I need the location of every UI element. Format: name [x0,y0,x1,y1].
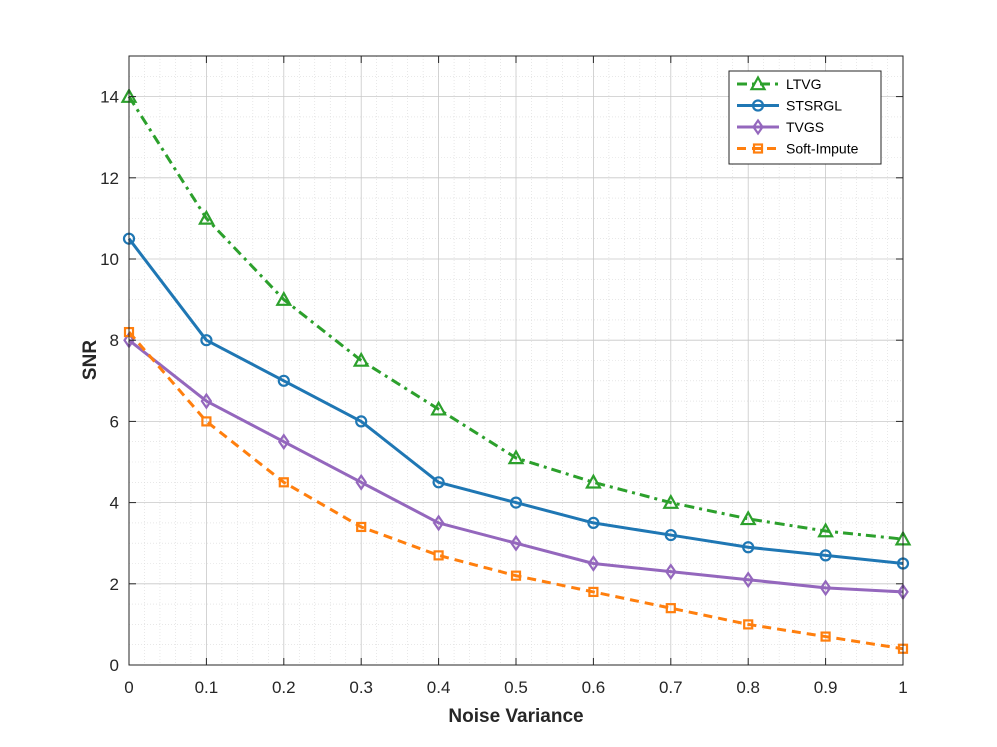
data-point-soft-impute [201,416,212,427]
x-tick-label: 1 [898,678,907,697]
y-tick-label: 10 [100,250,119,269]
legend-marker-ltvg [749,75,767,91]
data-point-tvgs [742,571,755,589]
y-tick-label: 6 [110,412,119,431]
data-point-stsrgl [819,549,832,562]
data-point-stsrgl [664,528,677,542]
x-tick-label: 0 [124,678,133,697]
series-line-ltvg [127,95,904,541]
legend-item-ltvg: LTVG [737,75,822,92]
x-tick-label: 0.7 [659,678,683,697]
data-point-ltvg [352,351,370,367]
data-point-soft-impute [743,619,754,630]
series-line-stsrgl [127,237,904,565]
x-tick-label: 0.8 [736,678,760,697]
x-tick-label: 0.9 [814,678,838,697]
data-point-stsrgl [432,476,445,489]
legend-label-ltvg: LTVG [786,76,822,92]
data-point-tvgs [432,514,445,532]
data-point-tvgs [819,579,832,597]
ticks [128,56,904,666]
data-point-ltvg [430,400,447,416]
data-point-soft-impute [820,631,831,642]
series-line-tvgs [128,339,904,594]
legend-item-stsrgl: STSRGL [737,98,842,114]
x-axis-title: Noise Variance [448,706,583,727]
data-point-ltvg [585,473,602,489]
data-point-stsrgl [587,516,600,530]
x-tick-label: 0.5 [504,678,528,697]
x-tick-label: 0.6 [582,678,606,697]
data-point-ltvg [662,493,680,509]
data-point-ltvg [275,290,293,306]
y-tick-label: 12 [100,169,119,188]
series-tvgs [123,331,909,601]
data-point-ltvg [507,449,525,465]
series-line-soft-impute [127,331,904,651]
data-point-tvgs [355,473,368,491]
y-tick-labels: 0 2 4 6 8 10 12 14 [100,88,119,675]
data-point-stsrgl [509,496,523,509]
data-point-tvgs [510,534,522,552]
x-tick-label: 0.3 [349,678,373,697]
data-point-soft-impute [356,521,367,533]
legend-marker-soft-impute [752,143,764,154]
data-point-stsrgl [200,334,213,347]
legend-label-soft-impute: Soft-Impute [786,141,859,157]
data-point-ltvg [198,209,215,225]
data-point-stsrgl [742,541,755,554]
y-tick-label: 8 [110,331,119,350]
y-tick-label: 4 [110,494,119,513]
y-tick-label: 0 [110,656,119,675]
legend: LTVG STSRGL TVGS Soft-Impute [728,70,882,165]
legend-label-tvgs: TVGS [786,119,824,135]
series-layer [120,87,912,654]
data-point-soft-impute [665,603,676,614]
x-tick-label: 0.2 [272,678,296,697]
data-point-tvgs [200,392,213,410]
data-point-tvgs [664,563,677,581]
data-point-stsrgl [355,415,368,428]
data-point-ltvg [739,510,757,526]
legend-marker-stsrgl [751,99,765,112]
y-tick-label: 2 [110,575,119,594]
data-point-soft-impute [588,586,599,598]
legend-marker-tvgs [752,118,764,136]
x-tick-labels: 0 0.1 0.2 0.3 0.4 0.5 0.6 0.7 0.8 0.9 1 [124,678,907,697]
data-point-soft-impute [278,477,289,488]
legend-item-soft-impute: Soft-Impute [737,141,859,157]
data-point-soft-impute [433,550,444,561]
data-point-soft-impute [510,570,522,581]
data-point-stsrgl [277,374,290,387]
data-point-tvgs [587,555,600,572]
legend-label-stsrgl: STSRGL [786,98,842,114]
x-tick-label: 0.1 [195,678,219,697]
x-tick-label: 0.4 [427,678,451,697]
y-tick-label: 14 [100,88,119,107]
legend-item-tvgs: TVGS [737,118,824,136]
data-point-tvgs [277,433,290,451]
y-axis-title: SNR [80,340,101,380]
data-point-ltvg [817,522,834,538]
